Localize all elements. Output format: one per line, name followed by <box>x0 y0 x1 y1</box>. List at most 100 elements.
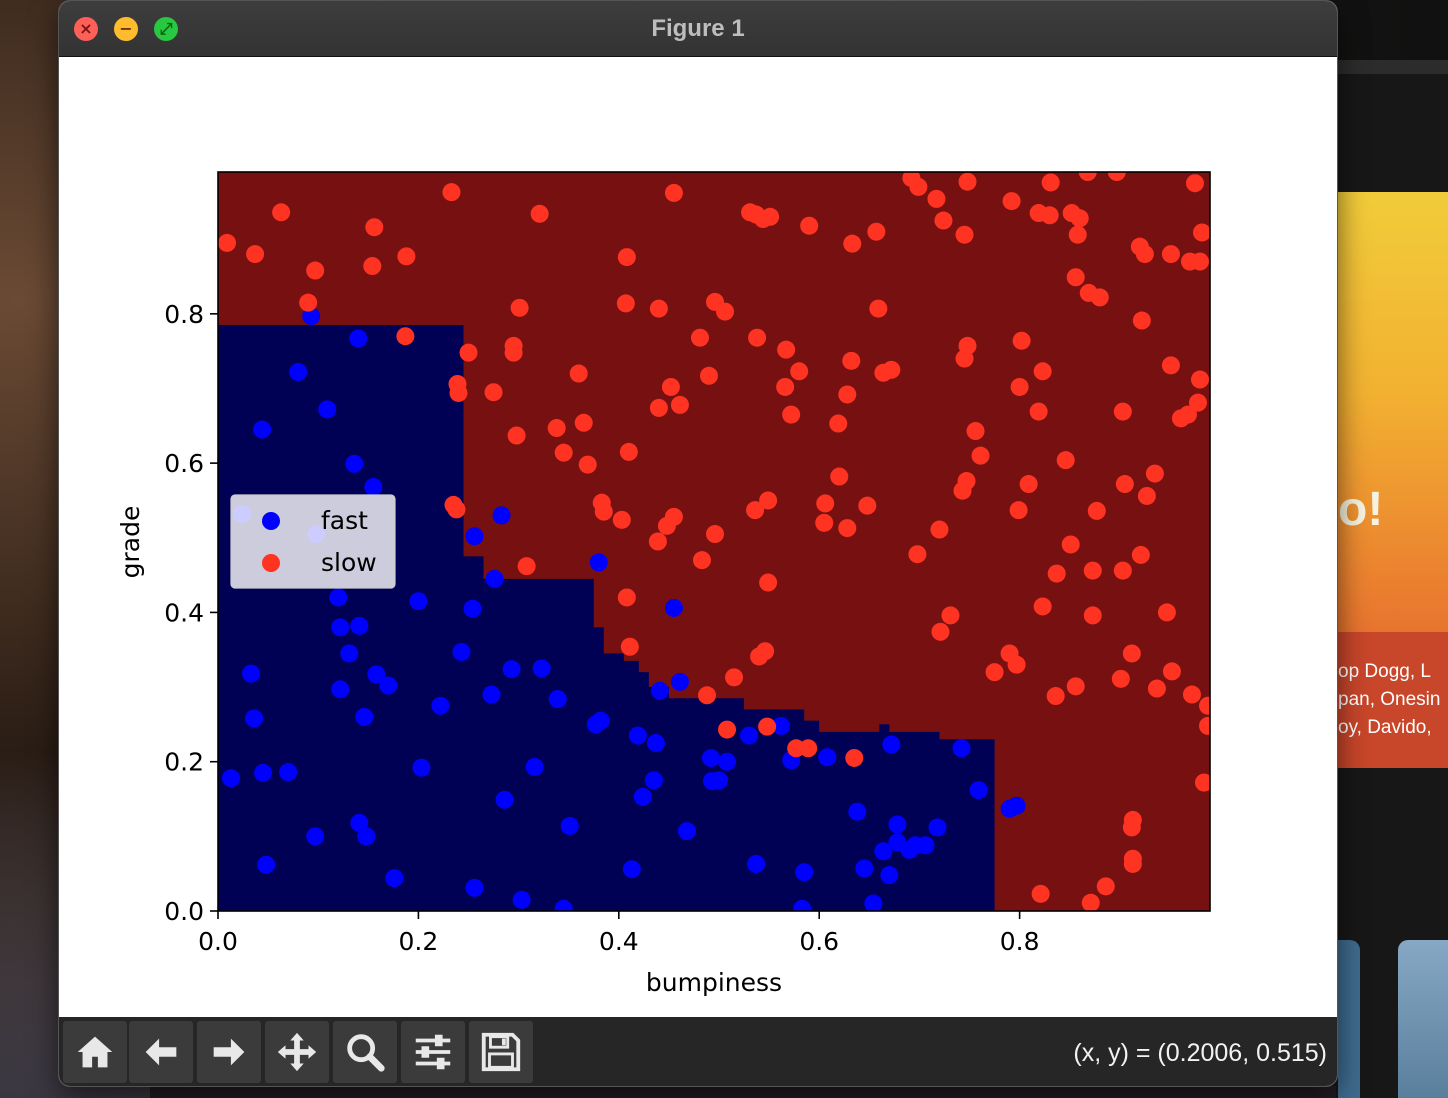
zoom-button[interactable] <box>333 1021 397 1083</box>
background-tile <box>1398 940 1448 1098</box>
point-fast-10 <box>492 506 511 525</box>
configure-subplots-button[interactable] <box>401 1021 465 1083</box>
point-slow-33 <box>661 377 680 396</box>
point-slow-51 <box>829 414 848 433</box>
y-axis-ticks: 0.0 0.2 0.4 0.6 0.8 <box>164 300 218 926</box>
point-slow-147 <box>1111 669 1130 688</box>
point-fast-40 <box>701 748 720 767</box>
promo-title: o! <box>1338 483 1384 536</box>
point-slow-164 <box>517 557 536 576</box>
point-slow-104 <box>1115 475 1134 494</box>
point-slow-46 <box>790 362 809 381</box>
point-slow-144 <box>1007 655 1026 674</box>
point-fast-25 <box>502 660 521 679</box>
y-tick-label-4: 0.8 <box>164 300 204 329</box>
plot[interactable]: 0.0 0.2 0.4 0.6 0.8 0.0 0.2 0.4 0.6 0.8 bumpines… <box>59 57 1337 1017</box>
point-slow-68 <box>1070 209 1089 228</box>
point-fast-49 <box>412 758 431 777</box>
point-fast-48 <box>279 763 298 782</box>
point-fast-18 <box>350 616 369 635</box>
y-tick-label-1: 0.2 <box>164 748 204 777</box>
point-slow-74 <box>1090 288 1109 307</box>
point-slow-36 <box>699 366 718 385</box>
navigation-toolbar: (x, y) = (0.2006, 0.515) <box>59 1017 1337 1086</box>
point-slow-131 <box>725 668 744 687</box>
point-fast-76 <box>795 863 814 882</box>
point-slow-29 <box>617 248 636 267</box>
point-slow-87 <box>1113 402 1132 421</box>
point-slow-16 <box>510 298 529 317</box>
pan-button[interactable] <box>265 1021 329 1083</box>
point-fast-74 <box>622 860 641 879</box>
point-slow-122 <box>759 491 778 510</box>
point-slow-62 <box>958 172 977 191</box>
point-slow-100 <box>1019 475 1038 494</box>
point-slow-98 <box>957 472 976 491</box>
point-slow-23 <box>578 455 597 474</box>
close-icon: × <box>79 19 93 38</box>
point-slow-124 <box>706 525 725 544</box>
point-slow-156 <box>1123 810 1142 829</box>
x-tick-label-4: 0.8 <box>1000 927 1040 956</box>
background-tile <box>1338 940 1360 1098</box>
back-button[interactable] <box>129 1021 193 1083</box>
point-slow-88 <box>1161 356 1180 375</box>
point-slow-113 <box>1157 603 1176 622</box>
save-button[interactable] <box>469 1021 533 1083</box>
point-slow-70 <box>1078 172 1097 181</box>
point-fast-58 <box>1007 796 1026 815</box>
point-slow-138 <box>799 739 818 758</box>
point-fast-16 <box>664 598 683 617</box>
point-fast-9 <box>465 527 484 546</box>
point-fast-26 <box>532 659 551 678</box>
point-fast-4 <box>253 420 272 439</box>
home-button[interactable] <box>63 1021 127 1083</box>
point-slow-94 <box>958 336 977 355</box>
point-slow-50 <box>838 385 857 404</box>
x-tick-label-0: 0.0 <box>198 927 238 956</box>
point-fast-35 <box>591 711 610 730</box>
fast-region <box>218 325 995 911</box>
point-slow-3 <box>306 261 325 280</box>
point-fast-17 <box>331 618 350 637</box>
point-slow-18 <box>507 426 526 445</box>
point-slow-139 <box>845 748 864 767</box>
point-fast-27 <box>482 685 501 704</box>
title-bar[interactable]: Figure 1 × − ⤢ <box>59 1 1337 57</box>
point-slow-152 <box>1198 696 1210 715</box>
legend-marker-fast <box>262 512 280 530</box>
forward-button[interactable] <box>197 1021 261 1083</box>
point-fast-65 <box>888 815 907 834</box>
close-window-button[interactable]: × <box>74 17 98 41</box>
point-slow-114 <box>908 545 927 564</box>
point-slow-54 <box>869 299 888 318</box>
point-slow-96 <box>971 446 990 465</box>
point-fast-72 <box>257 855 276 874</box>
point-slow-38 <box>716 302 735 321</box>
x-tick-label-3: 0.6 <box>799 927 839 956</box>
move-icon <box>277 1032 317 1072</box>
point-fast-28 <box>548 690 567 709</box>
home-icon <box>77 1036 113 1068</box>
zoom-window-button[interactable]: ⤢ <box>154 17 178 41</box>
point-slow-90 <box>1188 393 1207 412</box>
point-slow-17 <box>530 204 549 223</box>
point-slow-146 <box>1066 677 1085 696</box>
minimize-window-button[interactable]: − <box>114 17 138 41</box>
point-fast-56 <box>969 781 988 800</box>
point-slow-149 <box>1147 679 1166 698</box>
point-fast-63 <box>560 816 579 835</box>
point-fast-13 <box>329 588 348 607</box>
scatter-points <box>218 172 1210 911</box>
point-slow-99 <box>1009 501 1028 520</box>
point-fast-2 <box>289 363 308 382</box>
point-slow-109 <box>1083 561 1102 580</box>
point-slow-125 <box>692 551 711 570</box>
point-slow-107 <box>1131 545 1150 564</box>
point-slow-76 <box>1135 245 1154 264</box>
figure-canvas[interactable]: 0.0 0.2 0.4 0.6 0.8 0.0 0.2 0.4 0.6 0.8 bumpines… <box>59 57 1337 1017</box>
point-fast-38 <box>740 726 759 745</box>
point-fast-70 <box>916 836 935 855</box>
y-tick-label-3: 0.6 <box>164 449 204 478</box>
point-slow-106 <box>1145 464 1164 483</box>
